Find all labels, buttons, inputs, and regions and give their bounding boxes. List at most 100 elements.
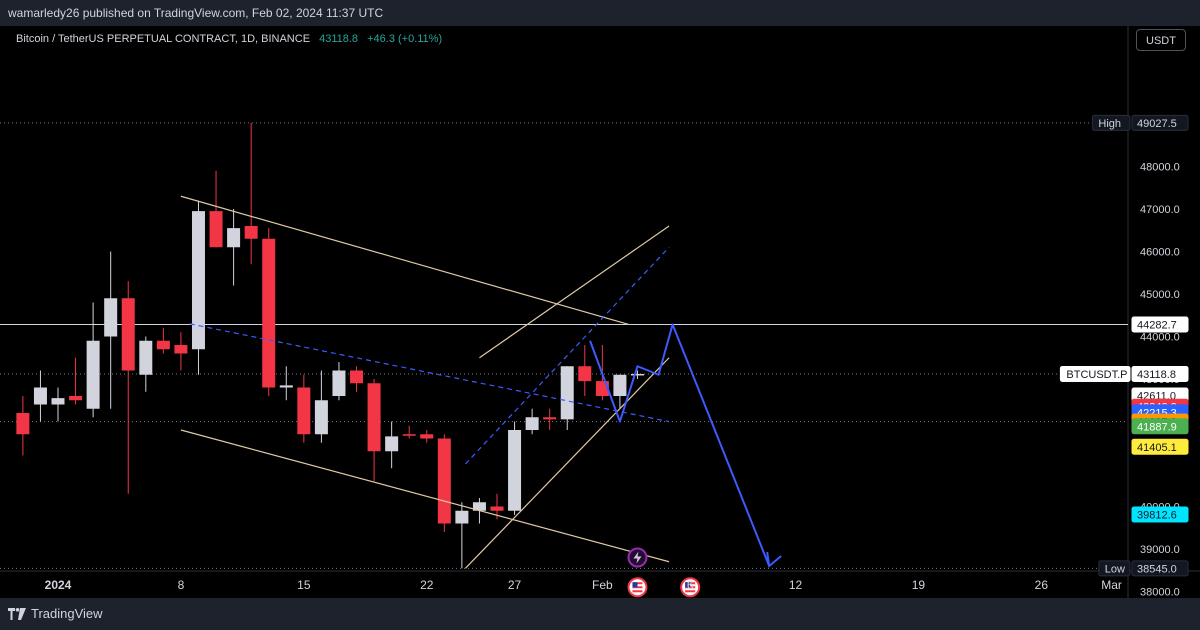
price-label: 44282.7 bbox=[1137, 319, 1177, 331]
price-label-prefix-box bbox=[1091, 114, 1131, 131]
candle-body bbox=[244, 226, 258, 239]
x-tick-label: 15 bbox=[297, 578, 311, 592]
chart-background bbox=[0, 26, 1200, 598]
price-label-box bbox=[1131, 365, 1189, 382]
price-label: 39812.6 bbox=[1137, 509, 1177, 521]
lightning-bolt bbox=[633, 551, 642, 564]
x-tick-label: 6 bbox=[687, 578, 694, 592]
y-tick-label: 44000.0 bbox=[1140, 332, 1180, 344]
y-tick-label: 39000.0 bbox=[1140, 544, 1180, 556]
ascending-channel-upper bbox=[479, 225, 670, 359]
descending-channel-bottom bbox=[180, 429, 670, 563]
candle-body bbox=[490, 506, 504, 511]
y-tick-label: 47000.0 bbox=[1140, 204, 1180, 216]
price-label: 41405.1 bbox=[1137, 442, 1177, 454]
candle-body bbox=[209, 211, 223, 248]
candle-body bbox=[543, 417, 557, 420]
footer-bar: TradingView bbox=[0, 598, 1200, 630]
x-tick-label: 26 bbox=[1035, 578, 1049, 592]
x-tick-label: 8 bbox=[178, 578, 185, 592]
candle-body bbox=[139, 340, 153, 375]
candle-body bbox=[16, 413, 30, 435]
ascending-channel-mid bbox=[464, 246, 670, 465]
candle-body bbox=[174, 345, 188, 354]
publisher-text: wamarledy26 published on TradingView.com… bbox=[8, 6, 384, 20]
candle-body bbox=[367, 383, 381, 452]
price-label: 41887.9 bbox=[1137, 421, 1177, 433]
flag-stripe-white bbox=[685, 588, 696, 591]
candle-body bbox=[560, 366, 574, 420]
price-label-prefix-box bbox=[1098, 560, 1131, 577]
candle-body bbox=[297, 387, 311, 435]
price-label: 43118.8 bbox=[1137, 369, 1176, 381]
x-tick-label: Mar bbox=[1101, 578, 1122, 592]
mid-dashed-line bbox=[189, 323, 670, 423]
price-label-prefix: Low bbox=[1105, 563, 1125, 575]
x-tick-label: 12 bbox=[789, 578, 803, 592]
flag-canton bbox=[685, 582, 691, 588]
symbol-legend: Bitcoin / TetherUS PERPETUAL CONTRACT, 1… bbox=[16, 33, 442, 45]
y-tick-label: 48000.0 bbox=[1140, 162, 1180, 174]
price-label: 49027.5 bbox=[1137, 118, 1177, 130]
publisher-bar: wamarledy26 published on TradingView.com… bbox=[0, 0, 1200, 26]
candle-body bbox=[86, 340, 100, 409]
x-tick-label: 27 bbox=[508, 578, 522, 592]
candle-body bbox=[314, 400, 328, 435]
flag-canton bbox=[632, 582, 638, 588]
candle-body bbox=[156, 340, 170, 350]
candle-body bbox=[472, 502, 486, 511]
candle-body bbox=[51, 398, 65, 405]
candle-body bbox=[525, 417, 539, 430]
candle-body bbox=[578, 366, 592, 382]
candle-body bbox=[332, 370, 346, 396]
price-label-box bbox=[1131, 316, 1189, 333]
candle-body bbox=[455, 510, 469, 524]
candle-body bbox=[437, 438, 451, 524]
ascending-channel-lower bbox=[464, 357, 670, 569]
candle-body bbox=[402, 434, 416, 436]
last-price: 43118.8 bbox=[319, 33, 359, 45]
tradingview-logo-icon bbox=[8, 607, 26, 620]
candle-body bbox=[262, 238, 276, 388]
price-label-box bbox=[1131, 418, 1189, 435]
symbol-name: Bitcoin / TetherUS PERPETUAL CONTRACT, 1… bbox=[16, 33, 311, 45]
price-label: 38545.0 bbox=[1137, 563, 1177, 575]
candle-body bbox=[227, 228, 241, 248]
candle-body bbox=[630, 373, 644, 376]
x-tick-label: 19 bbox=[912, 578, 926, 592]
price-label-prefix-box bbox=[1059, 365, 1131, 382]
projection-arrowhead bbox=[766, 551, 782, 568]
price-label-box bbox=[1131, 506, 1189, 523]
projection-path bbox=[589, 323, 771, 567]
x-tick-label: Feb bbox=[592, 578, 613, 592]
price-label-box bbox=[1131, 438, 1189, 455]
candle-body bbox=[279, 385, 293, 388]
candle-body bbox=[191, 211, 205, 350]
price-label-prefix: High bbox=[1098, 118, 1121, 130]
chart-area[interactable]: 49000.048000.047000.046000.045000.044000… bbox=[0, 26, 1200, 598]
candle-body bbox=[104, 298, 118, 337]
x-tick-label: 22 bbox=[420, 578, 434, 592]
flag-stripe-white bbox=[632, 588, 643, 591]
candle-body bbox=[350, 370, 364, 384]
x-tick-label: 2024 bbox=[45, 578, 72, 592]
candle-body bbox=[69, 396, 83, 401]
candlestick-chart[interactable]: 49000.048000.047000.046000.045000.044000… bbox=[0, 26, 1200, 598]
y-tick-label: 45000.0 bbox=[1140, 289, 1180, 301]
candle-body bbox=[613, 374, 627, 396]
candle-body bbox=[420, 434, 434, 439]
descending-channel-top bbox=[180, 195, 629, 326]
price-label-prefix: BTCUSDT.P bbox=[1066, 369, 1127, 381]
currency-button[interactable]: USDT bbox=[1136, 29, 1186, 51]
candle-body bbox=[508, 430, 522, 511]
price-label-box bbox=[1131, 560, 1189, 577]
y-tick-label: 38000.0 bbox=[1140, 587, 1180, 599]
price-change: +46.3 (+0.11%) bbox=[367, 33, 443, 45]
y-tick-label: 46000.0 bbox=[1140, 247, 1180, 259]
tradingview-brand: TradingView bbox=[31, 606, 103, 621]
candle-body bbox=[33, 387, 47, 405]
candle-body bbox=[121, 298, 135, 371]
candle-body bbox=[385, 436, 399, 452]
tradingview-logo[interactable]: TradingView bbox=[8, 606, 103, 621]
price-label-box bbox=[1131, 114, 1189, 131]
